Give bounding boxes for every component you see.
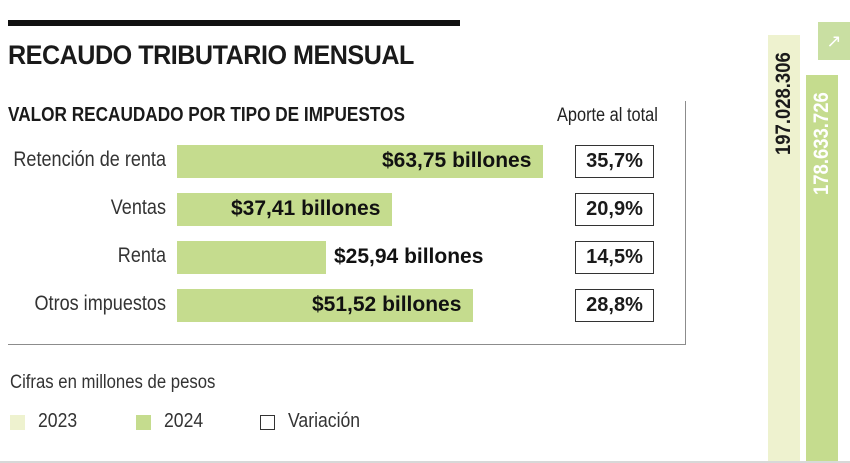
category-label-retencion-de-renta: Retención de renta [13,148,166,171]
share-column-header: Aporte al total [557,105,658,126]
expand-arrow-icon: ↗ [826,31,842,51]
category-label-renta: Renta [117,244,166,267]
bar-value-renta: $25,94 billones [334,245,484,268]
page-title: RECAUDO TRIBUTARIO MENSUAL [8,40,414,70]
share-value-otros-impuestos: 28,8% [575,289,654,322]
legend-swatch-2024 [136,415,151,430]
total-value-2023: 197.028.306 [772,52,795,155]
legend-label-variacion: Variación [288,410,361,432]
title-rule [8,20,460,26]
bar-retencion-de-renta [177,145,543,178]
total-value-2024: 178.633.726 [810,92,833,195]
legend-label-2024: 2024 [164,410,204,432]
bottom-rule [0,461,850,463]
chart-panel [8,101,686,345]
total-column-2023 [768,35,800,461]
bar-otros-impuestos [177,289,473,322]
bar-value-otros-impuestos: $51,52 billones [312,293,462,316]
share-value-retencion-de-renta: 35,7% [575,145,654,178]
category-label-ventas: Ventas [110,196,166,219]
expand-button[interactable]: ↗ [818,22,850,60]
total-column-2024 [806,75,838,461]
bar-ventas [177,193,392,226]
share-value-renta: 14,5% [575,241,654,274]
legend-label-2023: 2023 [38,410,78,432]
legend-swatch-variacion [260,415,275,430]
bar-value-retencion-de-renta: $63,75 billones [382,149,532,172]
chart-title: VALOR RECAUDADO POR TIPO DE IMPUESTOS [8,104,405,126]
share-value-ventas: 20,9% [575,193,654,226]
legend-swatch-2023 [10,415,25,430]
category-label-otros-impuestos: Otros impuestos [34,292,166,315]
units-footnote: Cifras en millones de pesos [10,372,216,393]
bar-renta [177,241,326,274]
bar-value-ventas: $37,41 billones [231,197,381,220]
